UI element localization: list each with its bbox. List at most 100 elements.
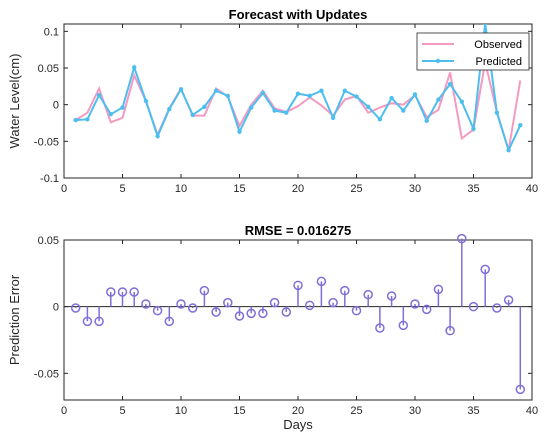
error-marker [445, 325, 455, 336]
error-x-axis-label: Days [283, 417, 313, 432]
predicted-point [132, 65, 137, 70]
predicted-point [155, 134, 160, 139]
error-marker [515, 384, 526, 395]
error-marker [106, 287, 116, 297]
error-x-tick-label: 0 [61, 405, 67, 417]
predicted-point [424, 118, 429, 124]
predicted-point [494, 110, 500, 115]
predicted-point [377, 117, 383, 122]
error-marker [457, 233, 467, 244]
error-y-tick-label: -0.05 [34, 368, 59, 380]
error-x-tick-label: 10 [175, 405, 187, 417]
error-marker [281, 307, 292, 317]
predicted-point [412, 92, 418, 97]
error-marker [433, 284, 444, 295]
predicted-point [401, 108, 406, 113]
error-title: RMSE = 0.016275 [245, 223, 352, 238]
forecast-y-tick-label: 0.05 [38, 63, 59, 75]
forecast-y-axis-label: Water Level(cm) [7, 54, 22, 149]
legend-predicted-label: Predicted [476, 56, 522, 68]
legend-box [416, 32, 530, 71]
predicted-point [389, 95, 394, 101]
predicted-point [436, 97, 441, 102]
error-x-tick-label: 20 [292, 405, 304, 417]
error-x-tick-label: 30 [409, 405, 421, 417]
error-marker [316, 276, 327, 287]
error-marker [141, 299, 151, 309]
error-marker [351, 305, 362, 316]
error-marker [492, 303, 502, 313]
error-marker [129, 287, 139, 297]
predicted-point [307, 93, 312, 99]
forecast-series [73, 24, 523, 153]
predicted-point [260, 90, 266, 96]
error-marker [328, 297, 338, 308]
forecast-y-tick-label: -0.1 [40, 173, 59, 185]
error-y-axis-label: Prediction Error [7, 274, 22, 365]
error-marker [176, 299, 186, 309]
error-marker [503, 295, 514, 305]
error-marker [199, 285, 210, 296]
forecast-x-tick-label: 30 [409, 183, 421, 195]
error-marker [94, 316, 104, 327]
forecast-y-tick-label: 0 [53, 100, 59, 112]
forecast-x-tick-label: 40 [526, 183, 538, 195]
error-marker [386, 291, 397, 301]
predicted-point [249, 105, 254, 110]
error-marker [152, 305, 163, 316]
predicted-point [167, 106, 172, 112]
error-marker [468, 301, 479, 312]
error-y-tick-label: 0 [53, 302, 59, 314]
error-marker [293, 280, 303, 291]
forecast-subplot: Forecast with Updates 0 5 10 15 20 25 30 35 40 -0… [7, 7, 538, 195]
predicted-point [447, 81, 453, 87]
predicted-point [202, 104, 207, 110]
predicted-point [120, 105, 125, 110]
predicted-point [354, 94, 359, 99]
error-marker [421, 304, 432, 315]
predicted-point [73, 117, 78, 123]
error-marker [480, 264, 490, 275]
error-marker [363, 289, 373, 300]
forecast-x-tick-label: 0 [61, 183, 67, 195]
error-marker [258, 308, 268, 319]
forecast-x-tick-label: 20 [292, 183, 304, 195]
error-x-tick-label: 5 [119, 405, 125, 417]
error-x-tick-label: 15 [233, 405, 245, 417]
error-marker [187, 303, 198, 313]
error-marker [269, 297, 280, 308]
error-marker [246, 308, 256, 319]
legend[interactable]: Observed Predicted [416, 32, 530, 71]
error-marker [117, 287, 128, 297]
predicted-point [319, 88, 324, 93]
error-y-tick-label: 0.05 [38, 235, 59, 247]
forecast-y-tick-label: 0.1 [44, 26, 59, 38]
error-subplot: RMSE = 0.016275 0 5 10 15 20 25 30 35 40 -0.05 0 0.… [7, 223, 538, 432]
error-marker [375, 323, 385, 333]
predicted-point [518, 123, 523, 128]
error-marker [340, 285, 350, 296]
error-marker [70, 303, 81, 313]
error-marker [82, 316, 93, 327]
forecast-y-tick-label: -0.05 [34, 136, 59, 148]
error-marker [223, 297, 233, 308]
predicted-point [108, 112, 114, 117]
error-marker [211, 307, 221, 317]
error-marker [398, 320, 409, 331]
legend-observed-label: Observed [474, 39, 522, 51]
error-marker [164, 316, 175, 327]
forecast-x-tick-label: 25 [350, 183, 362, 195]
predicted-point [96, 92, 102, 98]
predicted-point [459, 99, 464, 104]
forecast-x-tick-label: 5 [119, 183, 125, 195]
predicted-point [342, 88, 347, 93]
predicted-point [295, 91, 301, 96]
predicted-point [506, 147, 511, 153]
predicted-point [471, 126, 476, 132]
forecast-x-tick-label: 35 [467, 183, 479, 195]
error-marker [234, 311, 245, 321]
error-ticks: 0 5 10 15 20 25 30 35 40 -0.05 0 0.05 [34, 235, 538, 417]
predicted-point [190, 112, 195, 118]
predicted-point [178, 87, 184, 92]
